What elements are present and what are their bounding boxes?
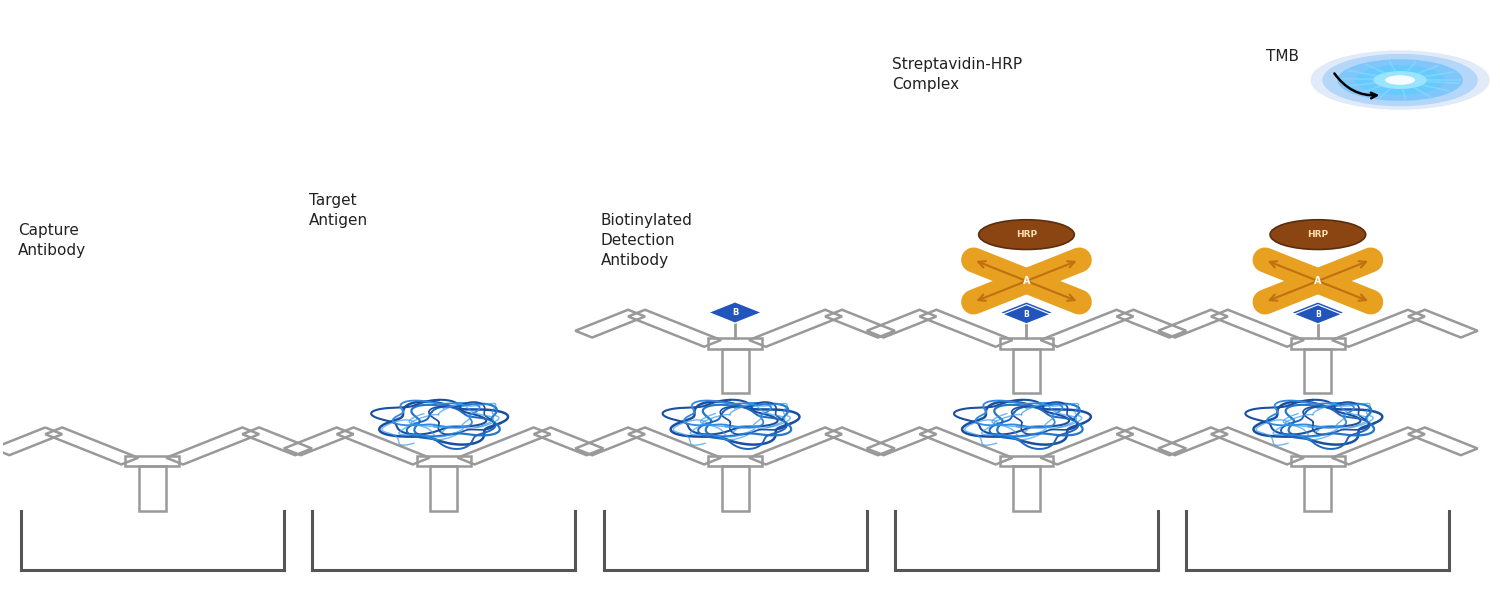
Text: B: B: [1316, 310, 1322, 319]
Bar: [1292, 456, 1346, 466]
Bar: [430, 466, 457, 511]
Text: HRP: HRP: [1016, 230, 1036, 239]
Bar: [1305, 349, 1332, 394]
Ellipse shape: [1311, 50, 1490, 110]
Ellipse shape: [1270, 220, 1365, 250]
Ellipse shape: [1356, 65, 1444, 95]
Bar: [722, 349, 748, 394]
Bar: [722, 466, 748, 511]
Bar: [999, 456, 1053, 466]
Bar: [1013, 466, 1040, 511]
Bar: [1013, 349, 1040, 394]
Bar: [708, 338, 762, 349]
Text: A: A: [1023, 276, 1031, 286]
Ellipse shape: [1323, 54, 1478, 106]
Text: HRP: HRP: [1308, 230, 1329, 239]
Ellipse shape: [1372, 71, 1426, 89]
Text: B: B: [1314, 308, 1322, 317]
Bar: [126, 456, 178, 466]
Text: Capture
Antibody: Capture Antibody: [18, 223, 86, 258]
Bar: [1292, 338, 1346, 349]
Bar: [708, 456, 762, 466]
Text: Target
Antigen: Target Antigen: [309, 193, 369, 228]
Text: B: B: [1023, 308, 1029, 317]
Bar: [140, 466, 165, 511]
Text: Streptavidin-HRP
Complex: Streptavidin-HRP Complex: [892, 57, 1022, 92]
Ellipse shape: [1338, 59, 1462, 101]
Text: B: B: [1023, 310, 1029, 319]
Bar: [1305, 466, 1332, 511]
Bar: [417, 456, 471, 466]
Ellipse shape: [1384, 75, 1414, 85]
Text: TMB: TMB: [1266, 49, 1299, 64]
Text: Biotinylated
Detection
Antibody: Biotinylated Detection Antibody: [600, 213, 693, 268]
Text: A: A: [1314, 276, 1322, 286]
Text: B: B: [732, 308, 738, 317]
Ellipse shape: [978, 220, 1074, 250]
Bar: [999, 338, 1053, 349]
